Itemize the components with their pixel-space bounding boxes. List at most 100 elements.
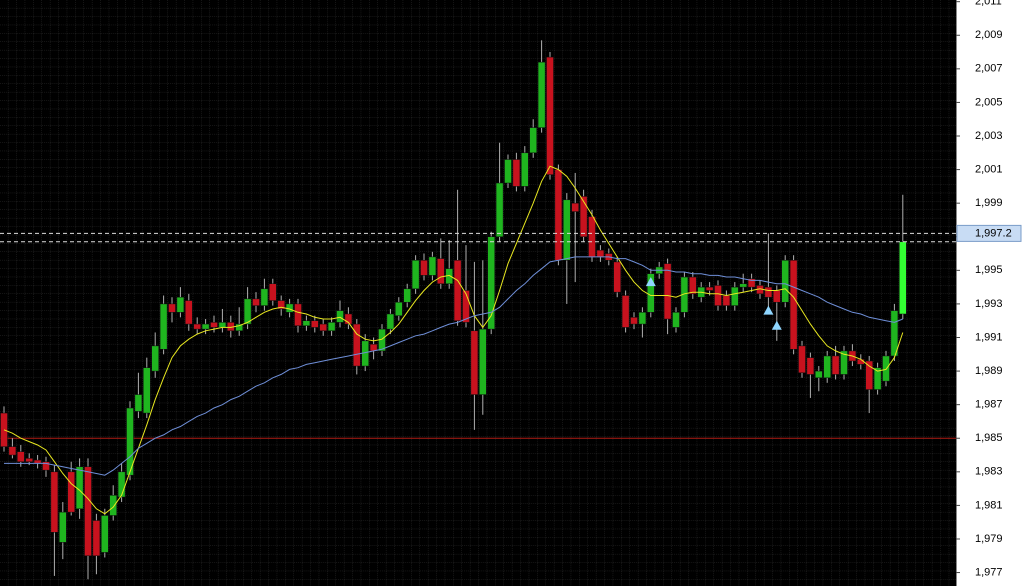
candle-body (395, 301, 403, 316)
candle-body (159, 303, 168, 350)
y-tick-label: 1,987 (975, 399, 1003, 411)
candle-body (243, 298, 252, 325)
candle-body (25, 458, 33, 462)
candle-body (529, 127, 537, 154)
candle-body (260, 288, 269, 306)
candle-body (8, 446, 17, 456)
y-tick-label: 2,011 (975, 0, 1002, 8)
y-tick-label: 1,985 (975, 432, 1003, 444)
candle-body (336, 310, 344, 323)
price-axis-panel (956, 0, 1022, 586)
y-tick-label: 1,991 (975, 331, 1003, 343)
candle-body (168, 303, 176, 313)
candle-body (714, 285, 722, 306)
candle-body (479, 328, 487, 395)
candle-body (663, 263, 672, 320)
y-tick-label: 1,989 (975, 365, 1003, 377)
candle-body (84, 466, 92, 557)
candle-body (269, 283, 277, 301)
candle-body (554, 169, 563, 261)
candle-body (487, 236, 495, 330)
candle-body (596, 249, 605, 258)
moving-average-line (3, 165, 904, 515)
candle-body (117, 471, 126, 498)
candle-body (672, 312, 680, 328)
signal-marker (645, 277, 656, 287)
candle-body (176, 296, 185, 313)
candle-body (705, 286, 714, 291)
candle-body (495, 182, 504, 238)
y-tick-label: 1,981 (975, 499, 1003, 511)
y-tick-label: 1,993 (975, 298, 1003, 310)
candle-body (731, 286, 739, 306)
candle-body (773, 290, 781, 303)
candle-body (420, 260, 428, 276)
y-tick-label: 2,003 (975, 130, 1003, 142)
price-label: 1,997.2 (975, 227, 1012, 239)
candle-body (613, 261, 621, 293)
y-tick-label: 2,001 (975, 163, 1003, 175)
candle-body (428, 256, 437, 276)
candle-body (311, 320, 319, 328)
candle-body (831, 355, 840, 375)
price-label-box (956, 224, 1022, 242)
candle-body (126, 407, 134, 476)
y-tick-label: 2,007 (975, 63, 1003, 75)
signal-marker (771, 320, 782, 330)
candle-body (386, 313, 395, 330)
candle-body (319, 323, 327, 332)
candle-body (840, 350, 848, 375)
candle-body (781, 260, 789, 303)
candle-body (50, 471, 59, 533)
signal-marker (763, 305, 774, 315)
candle-body (109, 495, 117, 516)
background-grid (0, 0, 956, 586)
y-tick-label: 1,999 (975, 197, 1003, 209)
candle-body (327, 322, 336, 332)
candle-body (210, 322, 218, 328)
candle-body (563, 199, 571, 261)
moving-average-line (4, 256, 903, 476)
candle-body (764, 286, 773, 298)
candle-body (470, 330, 479, 395)
candle-body (739, 283, 747, 288)
candle-body (462, 290, 470, 323)
candle-body (571, 202, 579, 212)
candle-body (353, 323, 361, 367)
candle-body (890, 310, 899, 357)
candle-body (512, 159, 521, 187)
candle-body (92, 520, 101, 557)
candle-body (789, 260, 798, 350)
candle-body (218, 322, 227, 328)
candle-body (621, 295, 630, 328)
y-tick-label: 1,995 (975, 264, 1003, 276)
candle-body (521, 152, 529, 187)
candle-body (277, 300, 285, 310)
candle-body (453, 260, 462, 321)
candle-body (865, 360, 873, 390)
y-tick-label: 1,979 (975, 533, 1003, 545)
y-tick-label: 2,005 (975, 96, 1003, 108)
candle-body (294, 303, 302, 326)
candle-body (546, 56, 554, 175)
candle-body (437, 258, 445, 285)
candle-body (798, 345, 806, 374)
candle-body (638, 312, 647, 325)
candle-body (193, 323, 201, 330)
candle-body (42, 461, 50, 471)
candle-body (630, 317, 638, 325)
candle-body (143, 367, 151, 414)
candle-body (201, 323, 210, 330)
candle-body (823, 355, 831, 379)
candle-body (17, 451, 25, 462)
y-tick-label: 1,977 (975, 566, 1003, 578)
candle-body (411, 260, 420, 290)
y-tick-label: 1,983 (975, 466, 1003, 478)
candle-body (134, 394, 143, 412)
candle-body (899, 241, 907, 315)
candle-body (151, 345, 159, 372)
candle-body (689, 276, 697, 295)
candle-body (403, 288, 411, 303)
candle-body (722, 295, 731, 306)
